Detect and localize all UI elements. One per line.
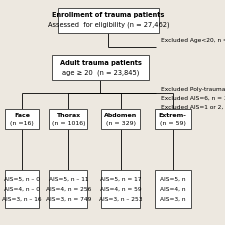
Text: AIS=5, n – 0: AIS=5, n – 0	[4, 176, 40, 181]
Text: AIS=5, n: AIS=5, n	[160, 176, 186, 181]
Text: (n =16): (n =16)	[10, 121, 34, 126]
Text: Enrollment of trauma patients: Enrollment of trauma patients	[52, 12, 165, 18]
Text: Excluded AIS=1 or 2, n = 12: Excluded AIS=1 or 2, n = 12	[161, 105, 225, 110]
FancyBboxPatch shape	[5, 170, 39, 208]
Text: Excluded Age<20, n = 3617: Excluded Age<20, n = 3617	[161, 38, 225, 43]
Text: AIS=5, n – 11: AIS=5, n – 11	[49, 176, 88, 181]
Text: AIS=4, n = 256: AIS=4, n = 256	[46, 187, 91, 191]
Text: age ≥ 20  (n = 23,845): age ≥ 20 (n = 23,845)	[62, 69, 139, 76]
Text: Extrem-: Extrem-	[159, 113, 187, 118]
Text: AIS=3, n: AIS=3, n	[160, 197, 186, 202]
Text: Assessed  for eligibility (n = 27,462): Assessed for eligibility (n = 27,462)	[48, 22, 169, 28]
Text: Excluded Poly-trauma, n =: Excluded Poly-trauma, n =	[161, 88, 225, 92]
Text: Thorax: Thorax	[56, 113, 80, 118]
FancyBboxPatch shape	[58, 8, 159, 33]
Text: AIS=5, n = 17: AIS=5, n = 17	[100, 176, 141, 181]
Text: Abdomen: Abdomen	[104, 113, 137, 118]
Text: AIS=4, n: AIS=4, n	[160, 187, 186, 191]
FancyBboxPatch shape	[52, 55, 149, 80]
Text: AIS=4, n – 0: AIS=4, n – 0	[4, 187, 40, 191]
Text: Excluded AIS=6, n = 37: Excluded AIS=6, n = 37	[161, 96, 225, 101]
FancyBboxPatch shape	[101, 109, 140, 129]
Text: AIS=3, n – 253: AIS=3, n – 253	[99, 197, 142, 202]
Text: Face: Face	[14, 113, 30, 118]
FancyBboxPatch shape	[49, 170, 87, 208]
Text: AIS=4, n = 59: AIS=4, n = 59	[100, 187, 141, 191]
Text: AIS=3, n – 16: AIS=3, n – 16	[2, 197, 42, 202]
Text: (n = 329): (n = 329)	[106, 121, 135, 126]
Text: (n = 1016): (n = 1016)	[52, 121, 85, 126]
FancyBboxPatch shape	[155, 109, 191, 129]
Text: AIS=3, n = 749: AIS=3, n = 749	[46, 197, 91, 202]
FancyBboxPatch shape	[155, 170, 191, 208]
FancyBboxPatch shape	[49, 109, 87, 129]
FancyBboxPatch shape	[101, 170, 140, 208]
FancyBboxPatch shape	[5, 109, 39, 129]
Text: (n = 59): (n = 59)	[160, 121, 186, 126]
Text: Adult trauma patients: Adult trauma patients	[59, 60, 141, 65]
